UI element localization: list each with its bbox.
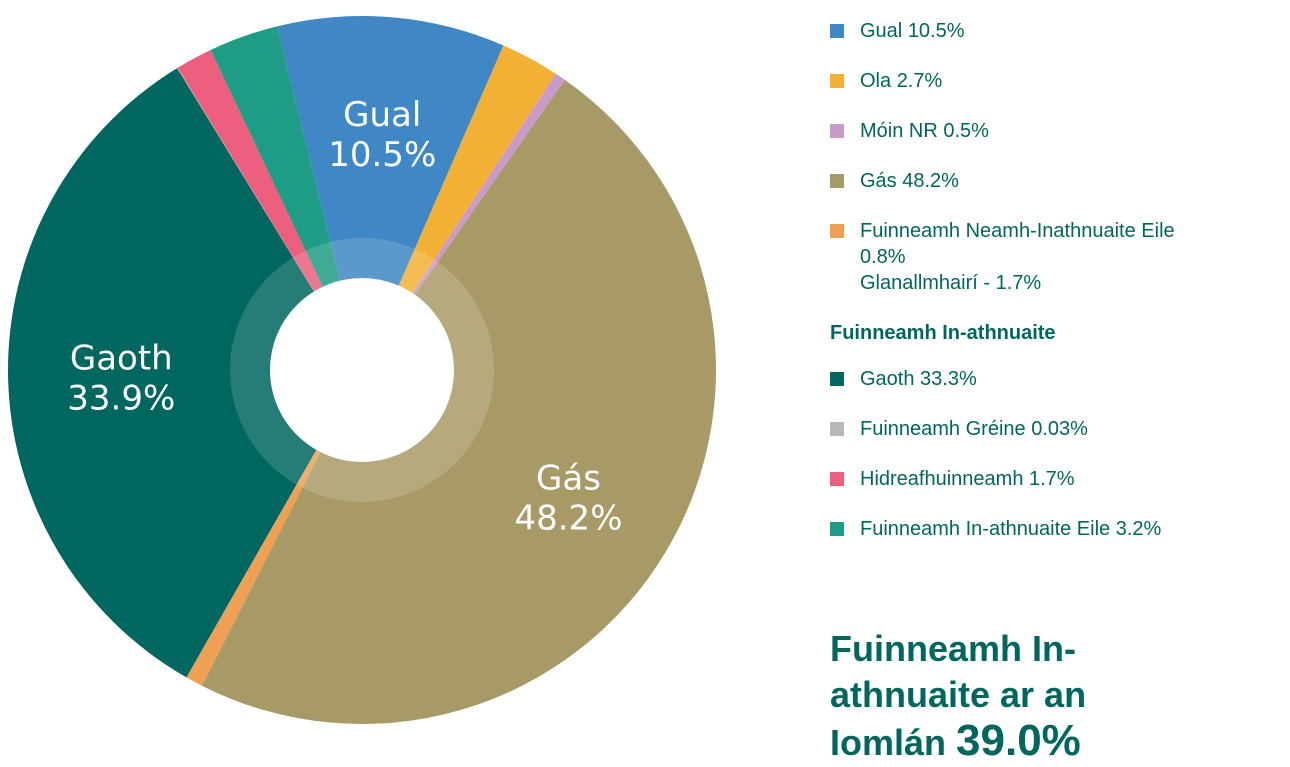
legend-text: Fuinneamh Neamh-Inathnuaite Eile 0.8% bbox=[860, 218, 1200, 270]
legend-text: Ola 2.7% bbox=[860, 68, 942, 94]
legend-text: Fuinneamh In-athnuaite Eile 3.2% bbox=[860, 516, 1161, 542]
legend-swatch bbox=[830, 422, 844, 436]
legend-value: 33.3% bbox=[920, 368, 977, 390]
legend-text: Gás 48.2% bbox=[860, 168, 959, 194]
slice-label-name: Gual bbox=[343, 95, 421, 135]
slice-label-value: 33.9% bbox=[67, 379, 175, 419]
legend: Gual 10.5% Ola 2.7% Móin NR 0.5% Gás 48.2% F… bbox=[830, 18, 1270, 566]
total-value: 39.0% bbox=[956, 716, 1081, 765]
legend-value: 2.7% bbox=[896, 70, 943, 92]
hole bbox=[270, 278, 454, 462]
slice-label-name: Gás bbox=[536, 459, 601, 499]
slice bbox=[8, 68, 362, 678]
legend-value: 0.03% bbox=[1031, 418, 1088, 440]
legend-value: 1.7% bbox=[1029, 468, 1075, 490]
slice-label-value: 48.2% bbox=[514, 499, 622, 539]
legend-name: Gás bbox=[860, 170, 897, 192]
legend-item: Gás 48.2% bbox=[830, 168, 1270, 218]
legend-swatch bbox=[830, 174, 844, 188]
net-imports: Glanallmhairí - 1.7% bbox=[860, 272, 1042, 294]
legend-value: 0.8% bbox=[860, 246, 906, 268]
legend-name: Móin NR bbox=[860, 120, 938, 142]
slice bbox=[210, 26, 362, 371]
legend-item: Fuinneamh In-athnuaite Eile 3.2% bbox=[830, 516, 1270, 566]
legend-name: Gual bbox=[860, 20, 903, 42]
legend-value: 0.5% bbox=[943, 120, 989, 142]
legend-item: Fuinneamh Neamh-Inathnuaite Eile 0.8% bbox=[830, 218, 1270, 270]
legend-swatch bbox=[830, 74, 844, 88]
legend-swatch bbox=[830, 124, 844, 138]
legend-name: Fuinneamh In-athnuaite Eile bbox=[860, 518, 1111, 540]
slice-label-name: Gaoth bbox=[70, 339, 173, 379]
slice bbox=[276, 16, 504, 371]
legend-swatch bbox=[830, 224, 844, 238]
legend-item: Gaoth 33.3% bbox=[830, 366, 1270, 416]
legend-swatch bbox=[830, 372, 844, 386]
legend-name: Ola bbox=[860, 70, 892, 92]
total: Fuinneamh In-athnuaite ar an Iomlán 39.0… bbox=[830, 626, 1210, 766]
total-text: Fuinneamh In-athnuaite ar an Iomlán bbox=[830, 628, 1087, 763]
legend-item: Móin NR 0.5% bbox=[830, 118, 1270, 168]
legend-name: Fuinneamh Neamh-Inathnuaite Eile bbox=[860, 220, 1175, 242]
legend-name: Gaoth bbox=[860, 368, 915, 390]
legend-name: Hidreafhuinneamh bbox=[860, 468, 1024, 490]
slice-label-value: 10.5% bbox=[328, 135, 436, 175]
legend-item: Ola 2.7% bbox=[830, 68, 1270, 118]
group-heading: Fuinneamh In-athnuaite bbox=[830, 322, 1056, 344]
legend-text: Gaoth 33.3% bbox=[860, 366, 977, 392]
slice bbox=[177, 49, 362, 370]
legend-swatch bbox=[830, 522, 844, 536]
slice bbox=[201, 79, 716, 724]
legend-text: Móin NR 0.5% bbox=[860, 118, 989, 144]
legend-text: Hidreafhuinneamh 1.7% bbox=[860, 466, 1075, 492]
legend-item: Gual 10.5% bbox=[830, 18, 1270, 68]
legend-value: 48.2% bbox=[902, 170, 959, 192]
legend-text: Fuinneamh Gréine 0.03% bbox=[860, 416, 1088, 442]
legend-text: Gual 10.5% bbox=[860, 18, 965, 44]
legend-value: 10.5% bbox=[907, 20, 965, 42]
legend-item: Fuinneamh Gréine 0.03% bbox=[830, 416, 1270, 466]
legend-swatch bbox=[830, 24, 844, 38]
legend-swatch bbox=[830, 472, 844, 486]
legend-item: Hidreafhuinneamh 1.7% bbox=[830, 466, 1270, 516]
legend-name: Fuinneamh Gréine bbox=[860, 418, 1026, 440]
legend-value: 3.2% bbox=[1115, 518, 1162, 540]
slice bbox=[362, 45, 556, 371]
